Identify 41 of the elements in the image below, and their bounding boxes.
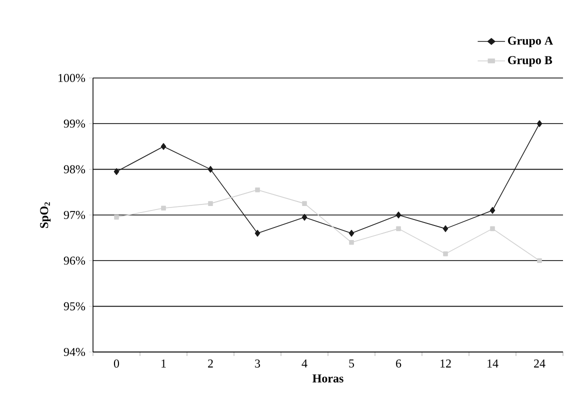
point — [208, 166, 214, 173]
point — [396, 226, 401, 232]
point — [536, 120, 542, 128]
point — [255, 187, 260, 192]
y-tick-label: 99% — [64, 120, 86, 128]
x-tick-label: 5 — [349, 360, 354, 368]
point — [349, 240, 354, 245]
x-tick-label: 2 — [208, 360, 213, 368]
x-tick-label: 24 — [534, 360, 546, 368]
point — [114, 214, 119, 220]
point — [348, 230, 354, 237]
point — [160, 143, 166, 150]
legend-label: Grupo A — [508, 36, 553, 48]
point — [114, 168, 120, 176]
point — [161, 206, 166, 211]
x-tick-label: 1 — [162, 360, 166, 368]
x-tick-label: 4 — [302, 360, 308, 368]
point — [537, 258, 542, 264]
x-axis-title: Horas — [312, 374, 344, 382]
x-tick-label: 6 — [396, 360, 402, 368]
point — [443, 251, 448, 256]
legend-label: Grupo B — [508, 56, 552, 67]
x-tick-label: 0 — [114, 360, 120, 368]
point — [302, 214, 308, 221]
point — [254, 230, 260, 237]
point — [396, 212, 402, 218]
point — [442, 225, 448, 232]
y-tick-label: 94% — [64, 348, 86, 356]
x-tick-label: 3 — [255, 360, 260, 368]
point — [490, 207, 496, 214]
y-tick-label: 96% — [64, 256, 86, 265]
point — [302, 201, 307, 206]
x-tick-label: 14 — [488, 360, 498, 368]
y-tick-label: 98% — [64, 165, 86, 174]
y-tick-label: 97% — [64, 210, 86, 220]
point — [490, 226, 495, 232]
y-tick-label: 95% — [64, 302, 86, 310]
y-axis-title: SpO$_{2}$ — [40, 202, 51, 228]
y-tick-label: 100% — [58, 74, 86, 82]
point — [208, 201, 213, 206]
x-tick-label: 12 — [440, 360, 451, 368]
